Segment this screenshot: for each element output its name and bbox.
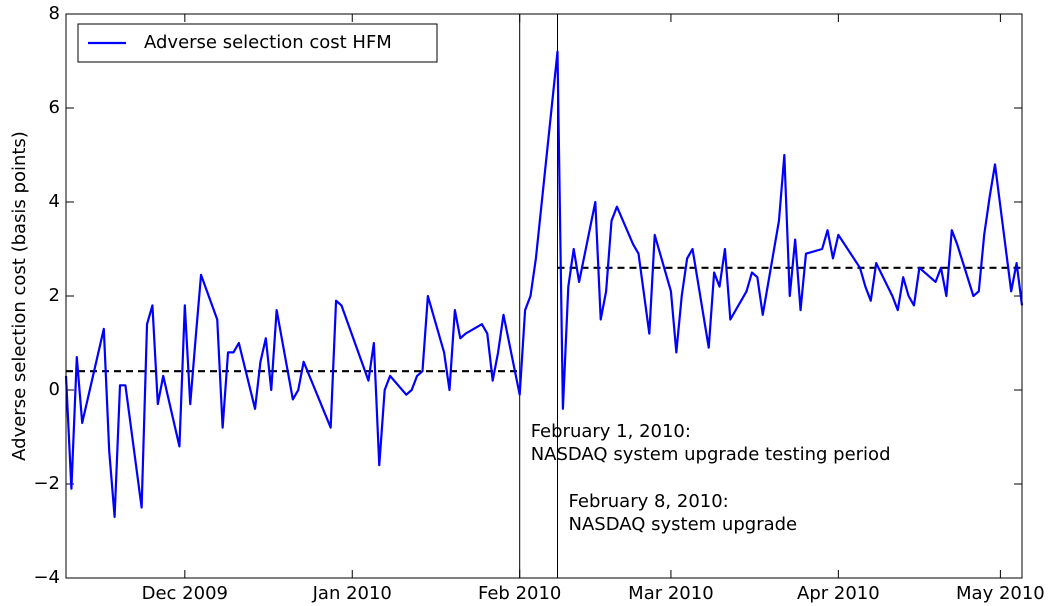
y-tick-label: 0 <box>49 379 60 400</box>
annotation: NASDAQ system upgrade testing period <box>531 444 891 465</box>
x-tick-label: Apr 2010 <box>797 583 880 604</box>
y-tick-label: 2 <box>49 285 60 306</box>
y-tick-label: −2 <box>33 473 60 494</box>
y-tick-label: −4 <box>33 567 60 588</box>
y-axis-label: Adverse selection cost (basis points) <box>9 131 30 461</box>
annotation: February 1, 2010: <box>531 421 691 442</box>
x-tick-label: Mar 2010 <box>628 583 714 604</box>
annotation: February 8, 2010: <box>569 491 729 512</box>
y-tick-label: 8 <box>49 3 60 24</box>
legend-box <box>77 23 438 63</box>
legend-label: Adverse selection cost HFM <box>144 32 392 53</box>
x-tick-label: Dec 2009 <box>142 583 228 604</box>
annotation: NASDAQ system upgrade <box>569 514 798 535</box>
plot-frame <box>65 13 1023 579</box>
x-tick-label: Jan 2010 <box>312 583 392 604</box>
y-tick-label: 6 <box>49 97 60 118</box>
x-tick-label: Feb 2010 <box>478 583 561 604</box>
data-line <box>64 50 1024 518</box>
x-tick-label: May 2010 <box>956 583 1045 604</box>
y-tick-label: 4 <box>49 191 60 212</box>
